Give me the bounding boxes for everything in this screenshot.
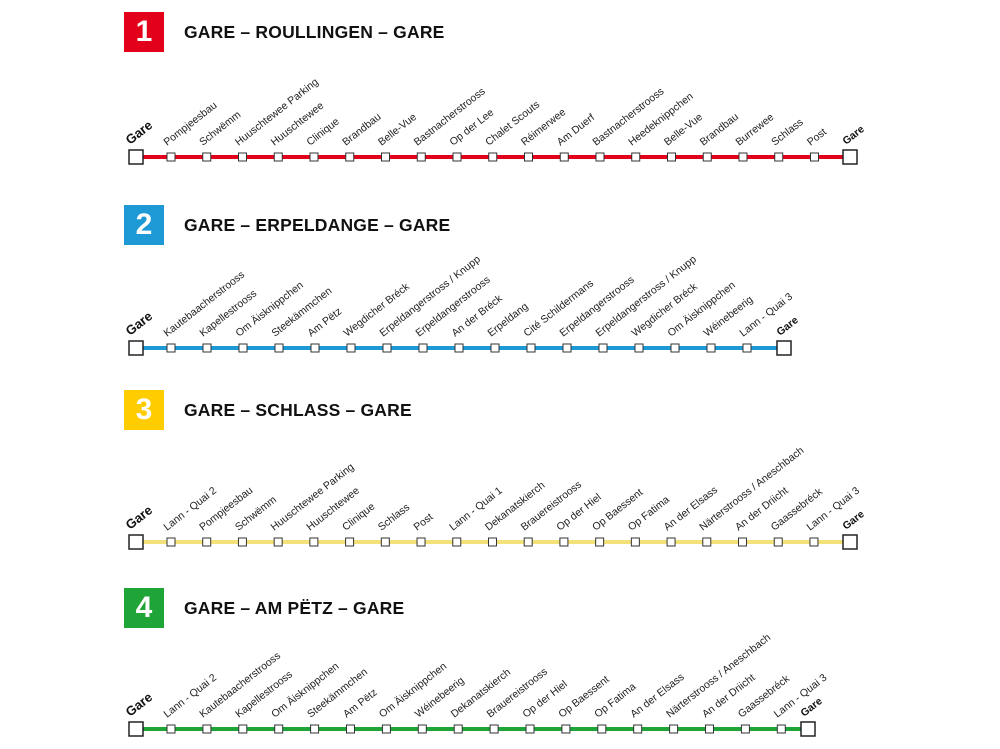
stop-marker xyxy=(562,343,572,353)
stop-marker xyxy=(524,152,533,162)
stop-marker xyxy=(238,152,247,162)
stop-marker xyxy=(166,537,176,547)
stop-marker xyxy=(774,152,784,162)
stop-marker xyxy=(416,152,426,162)
stop-marker xyxy=(238,343,248,353)
stop-marker xyxy=(740,724,750,734)
stop-marker xyxy=(523,537,533,547)
stop-marker xyxy=(809,537,819,547)
line-number-badge: 1 xyxy=(124,12,164,52)
stop-marker xyxy=(238,724,248,734)
stop-marker xyxy=(595,537,605,547)
terminal-marker-end xyxy=(842,534,858,550)
stop-marker xyxy=(380,537,390,547)
stop-marker xyxy=(381,724,391,734)
stop-marker xyxy=(202,724,212,734)
stop-marker xyxy=(237,537,247,547)
stop-marker xyxy=(166,343,176,353)
stop-marker xyxy=(706,343,716,353)
stop-marker xyxy=(630,537,640,547)
stop-marker xyxy=(452,152,462,162)
stop-marker xyxy=(810,152,819,162)
stop-label: Brauereistrooss xyxy=(485,666,550,721)
terminal-marker-end xyxy=(842,149,858,165)
terminal-marker-start xyxy=(128,340,144,356)
stop-marker xyxy=(705,724,714,734)
stop-marker xyxy=(346,724,355,734)
stop-marker xyxy=(166,724,176,734)
stop-marker xyxy=(776,724,786,734)
route-title: GARE – ERPELDANGE – GARE xyxy=(184,215,451,235)
line-number-badge: 2 xyxy=(124,205,164,245)
stop-marker xyxy=(669,724,679,734)
stop-marker xyxy=(773,537,783,547)
stop-marker xyxy=(738,152,748,162)
route-title: GARE – AM PËTZ – GARE xyxy=(184,598,405,618)
terminal-marker-end xyxy=(776,340,792,356)
stop-marker xyxy=(274,343,284,353)
stop-marker xyxy=(310,343,320,353)
route-title: GARE – SCHLASS – GARE xyxy=(184,400,412,420)
stop-marker xyxy=(202,537,212,547)
stop-marker xyxy=(559,152,569,162)
stop-marker xyxy=(273,537,283,547)
stop-marker xyxy=(382,343,392,353)
stop-marker xyxy=(561,724,571,734)
terminal-marker-start xyxy=(128,534,144,550)
stop-marker xyxy=(598,343,608,353)
route-title: GARE – ROULLINGEN – GARE xyxy=(184,22,445,42)
stop-marker xyxy=(525,724,535,734)
stop-marker xyxy=(346,343,356,353)
stop-marker xyxy=(273,152,283,162)
stop-marker xyxy=(345,152,355,162)
stop-marker xyxy=(526,343,536,353)
stop-marker xyxy=(489,724,499,734)
stop-marker xyxy=(666,537,676,547)
stop-marker xyxy=(309,152,319,162)
stop-marker xyxy=(490,343,500,353)
stop-marker xyxy=(381,152,390,162)
stop-marker xyxy=(202,343,212,353)
stop-marker xyxy=(418,343,428,353)
stop-marker xyxy=(488,152,498,162)
stop-marker xyxy=(597,724,607,734)
stop-marker xyxy=(309,537,319,547)
terminal-marker-end xyxy=(800,721,816,737)
stop-marker xyxy=(742,343,752,353)
line-number-badge: 3 xyxy=(124,390,164,430)
stop-marker xyxy=(417,724,427,734)
stop-marker xyxy=(454,343,464,353)
terminal-marker-start xyxy=(128,149,144,165)
stop-marker xyxy=(702,152,712,162)
terminal-marker-start xyxy=(128,721,144,737)
stop-marker xyxy=(702,537,712,547)
line-number-badge: 4 xyxy=(124,588,164,628)
stop-marker xyxy=(202,152,212,162)
stop-marker xyxy=(667,152,676,162)
stop-marker xyxy=(274,724,284,734)
stop-marker xyxy=(633,724,643,734)
stop-marker xyxy=(634,343,644,353)
terminal-label-start: Gare xyxy=(123,689,156,719)
stop-marker xyxy=(595,152,605,162)
stop-marker xyxy=(345,537,355,547)
stop-marker xyxy=(631,152,641,162)
stop-marker xyxy=(487,537,497,547)
stop-marker xyxy=(452,537,462,547)
stop-marker xyxy=(559,537,569,547)
stop-marker xyxy=(416,537,426,547)
stop-marker xyxy=(453,724,463,734)
stop-marker xyxy=(166,152,176,162)
stop-marker xyxy=(310,724,320,734)
stop-marker xyxy=(670,343,680,353)
stop-marker xyxy=(738,537,748,547)
